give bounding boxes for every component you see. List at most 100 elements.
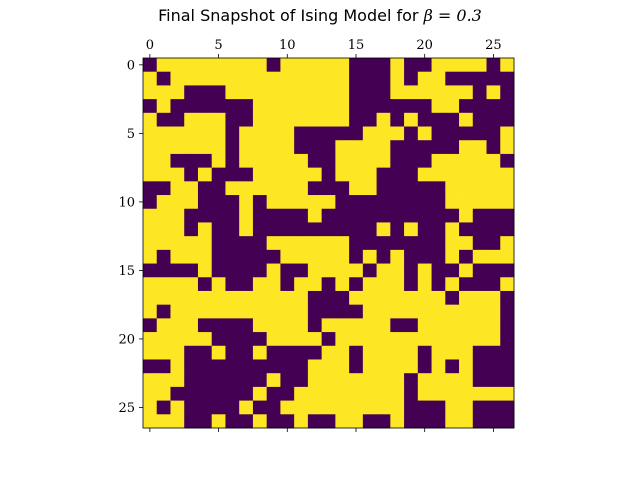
heatmap-cell (143, 318, 158, 333)
heatmap-cell (335, 414, 350, 429)
heatmap-cell (252, 386, 268, 401)
heatmap-cell (500, 71, 515, 86)
heatmap-cell (197, 85, 213, 100)
heatmap-cell (211, 140, 226, 155)
heatmap-cell (376, 140, 391, 155)
heatmap-cell (211, 359, 226, 374)
heatmap-cell (294, 345, 309, 360)
heatmap-cell (431, 373, 446, 388)
heatmap-cell (362, 345, 377, 360)
heatmap-cell (156, 263, 171, 278)
heatmap-cell (376, 249, 391, 264)
heatmap-cell (376, 85, 391, 100)
heatmap-cell (417, 373, 432, 388)
heatmap-cell (143, 195, 158, 210)
heatmap-cell (156, 140, 171, 155)
heatmap-cell (143, 112, 158, 127)
heatmap-cell (431, 304, 446, 319)
heatmap-cell (362, 290, 377, 306)
heatmap-cell (225, 304, 240, 319)
heatmap-cell (335, 318, 350, 333)
heatmap-cell (349, 400, 364, 415)
heatmap-cell (376, 359, 391, 374)
heatmap-cell (472, 332, 487, 347)
heatmap-cell (486, 112, 501, 127)
heatmap-cell (431, 249, 446, 264)
heatmap-cell (184, 126, 199, 141)
heatmap-cell (445, 400, 460, 415)
heatmap-cell (472, 359, 487, 374)
heatmap-cell (143, 263, 158, 278)
heatmap-cell (225, 140, 240, 155)
heatmap-cell (459, 304, 474, 319)
heatmap-cell (404, 181, 419, 196)
heatmap-cell (459, 249, 474, 264)
heatmap-cell (170, 181, 185, 196)
heatmap-cell (376, 290, 391, 306)
heatmap-cell (500, 290, 515, 306)
heatmap-cell (211, 332, 226, 347)
heatmap-cell (211, 263, 226, 278)
heatmap-cell (184, 414, 199, 429)
heatmap-cell (362, 263, 377, 278)
heatmap-cell (266, 99, 281, 114)
heatmap-cell (335, 126, 350, 141)
heatmap-cell (266, 208, 281, 223)
heatmap-cell (170, 58, 185, 73)
heatmap-cell (266, 195, 281, 210)
heatmap-cell (266, 236, 281, 251)
heatmap-cell (239, 208, 254, 223)
heatmap-cell (252, 263, 268, 278)
heatmap-cell (459, 290, 474, 306)
heatmap-cell (417, 153, 432, 169)
heatmap-cell (349, 153, 364, 169)
heatmap-cell (459, 386, 474, 401)
heatmap-cell (335, 167, 350, 182)
heatmap-cell (431, 58, 446, 73)
heatmap-cell (404, 359, 419, 374)
heatmap-cell (197, 304, 213, 319)
heatmap-cell (335, 195, 350, 210)
heatmap-cell (225, 332, 240, 347)
heatmap-cell (417, 236, 432, 251)
heatmap-cell (252, 290, 268, 306)
heatmap-cell (349, 236, 364, 251)
heatmap-cell (459, 359, 474, 374)
heatmap-cell (294, 304, 309, 319)
heatmap-cell (486, 153, 501, 169)
heatmap-cell (239, 386, 254, 401)
heatmap-cell (472, 167, 487, 182)
heatmap-cell (390, 304, 405, 319)
heatmap-cell (266, 85, 281, 100)
heatmap-cell (472, 414, 487, 429)
heatmap-cell (197, 263, 213, 278)
heatmap-cell (335, 99, 350, 114)
heatmap-cell (184, 153, 199, 169)
heatmap-cell (431, 71, 446, 86)
heatmap-cell (280, 99, 295, 114)
heatmap-cell (486, 400, 501, 415)
heatmap-cell (225, 386, 240, 401)
axes: 0 5 10 15 20 25 0 5 10 15 20 25 (118, 38, 515, 432)
heatmap-cell (252, 112, 268, 127)
heatmap-cell (404, 304, 419, 319)
heatmap-cell (500, 249, 515, 264)
heatmap-cell (417, 181, 432, 196)
heatmap-cell (170, 140, 185, 155)
heatmap-cell (239, 181, 254, 196)
heatmap-cell (390, 359, 405, 374)
heatmap-cell (321, 332, 336, 347)
heatmap-cell (376, 222, 391, 237)
heatmap-cell (294, 249, 309, 264)
x-tick-label: 20 (416, 38, 433, 53)
heatmap-cell (431, 359, 446, 374)
heatmap-cell (197, 400, 213, 415)
heatmap-cell (459, 153, 474, 169)
heatmap-cell (143, 181, 158, 196)
heatmap-cell (266, 332, 281, 347)
heatmap-cell (376, 195, 391, 210)
heatmap-cell (431, 400, 446, 415)
heatmap-cell (417, 277, 432, 292)
heatmap-cell (307, 414, 323, 429)
